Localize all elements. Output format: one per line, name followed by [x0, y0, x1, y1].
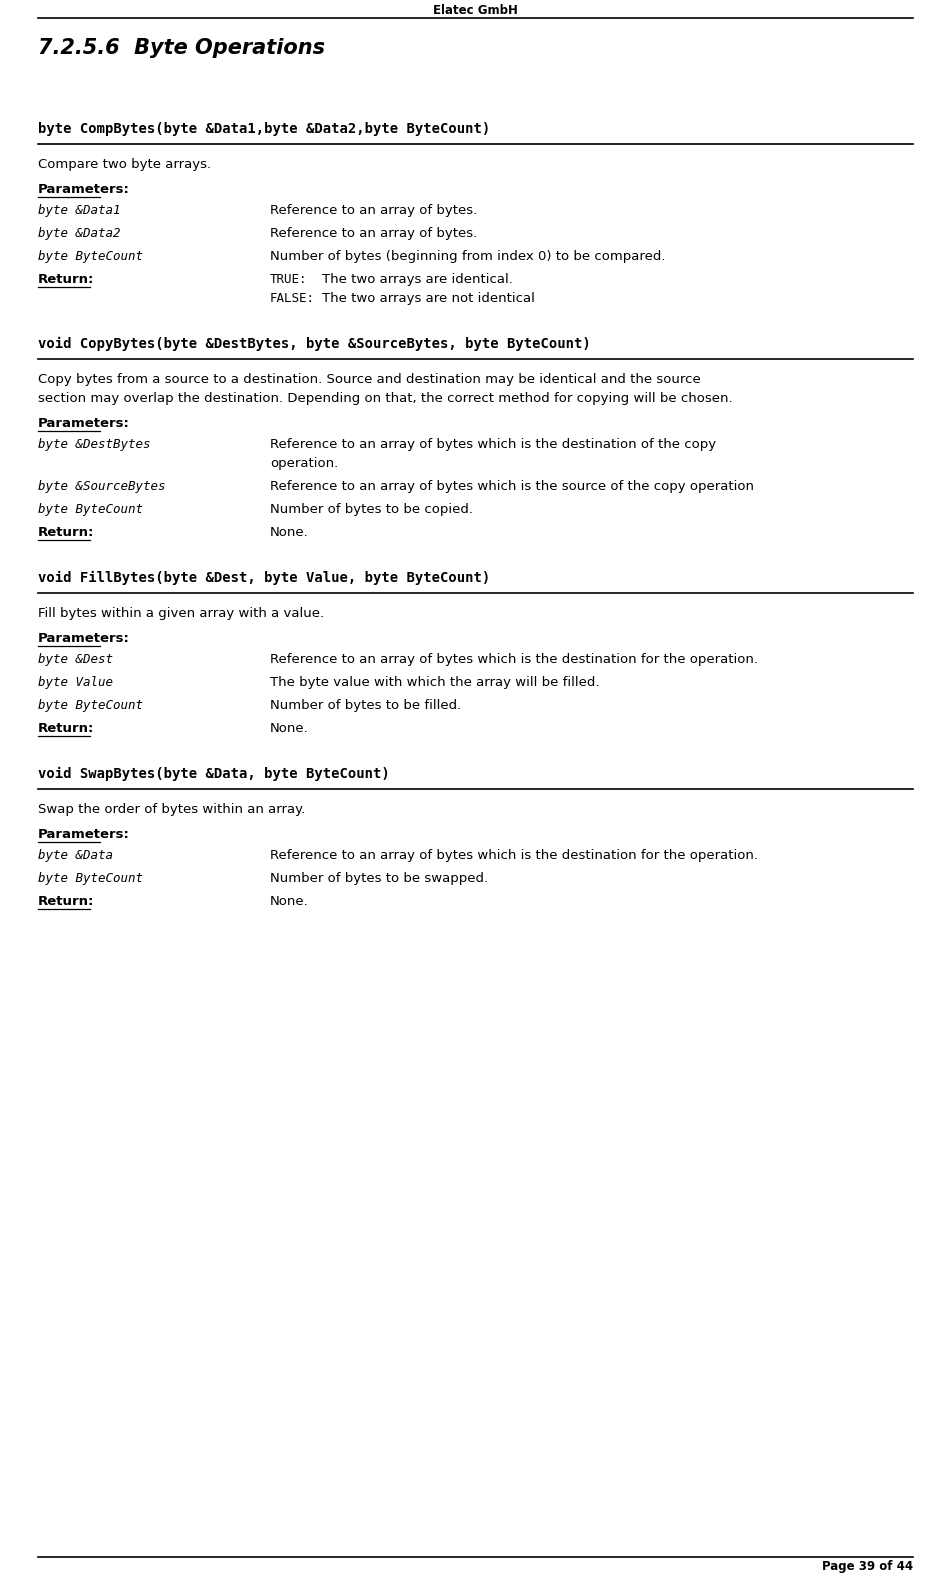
Text: Reference to an array of bytes which is the destination for the operation.: Reference to an array of bytes which is … — [270, 849, 758, 861]
Text: None.: None. — [270, 721, 309, 736]
Text: 7.2.5.6  Byte Operations: 7.2.5.6 Byte Operations — [38, 38, 325, 59]
Text: Reference to an array of bytes.: Reference to an array of bytes. — [270, 203, 477, 218]
Text: byte ByteCount: byte ByteCount — [38, 504, 143, 516]
Text: byte ByteCount: byte ByteCount — [38, 249, 143, 264]
Text: FALSE:: FALSE: — [270, 292, 315, 305]
Text: Return:: Return: — [38, 526, 94, 539]
Text: void SwapBytes(byte &Data, byte ByteCount): void SwapBytes(byte &Data, byte ByteCoun… — [38, 767, 390, 782]
Text: Page 39 of 44: Page 39 of 44 — [822, 1560, 913, 1573]
Text: Elatec GmbH: Elatec GmbH — [433, 5, 518, 17]
Text: TRUE:: TRUE: — [270, 273, 307, 286]
Text: Parameters:: Parameters: — [38, 416, 130, 431]
Text: Swap the order of bytes within an array.: Swap the order of bytes within an array. — [38, 802, 305, 817]
Text: Reference to an array of bytes which is the destination of the copy: Reference to an array of bytes which is … — [270, 439, 716, 451]
Text: operation.: operation. — [270, 458, 339, 470]
Text: byte &Data1: byte &Data1 — [38, 203, 121, 218]
Text: byte &Data2: byte &Data2 — [38, 227, 121, 240]
Text: Reference to an array of bytes which is the destination for the operation.: Reference to an array of bytes which is … — [270, 653, 758, 666]
Text: byte Value: byte Value — [38, 675, 113, 690]
Text: section may overlap the destination. Depending on that, the correct method for c: section may overlap the destination. Dep… — [38, 392, 732, 405]
Text: byte &Data: byte &Data — [38, 849, 113, 861]
Text: Compare two byte arrays.: Compare two byte arrays. — [38, 157, 211, 172]
Text: Fill bytes within a given array with a value.: Fill bytes within a given array with a v… — [38, 607, 324, 620]
Text: Return:: Return: — [38, 273, 94, 286]
Text: byte &Dest: byte &Dest — [38, 653, 113, 666]
Text: Copy bytes from a source to a destination. Source and destination may be identic: Copy bytes from a source to a destinatio… — [38, 373, 701, 386]
Text: Parameters:: Parameters: — [38, 183, 130, 195]
Text: byte &DestBytes: byte &DestBytes — [38, 439, 150, 451]
Text: Number of bytes to be copied.: Number of bytes to be copied. — [270, 504, 473, 516]
Text: byte ByteCount: byte ByteCount — [38, 699, 143, 712]
Text: The byte value with which the array will be filled.: The byte value with which the array will… — [270, 675, 599, 690]
Text: The two arrays are identical.: The two arrays are identical. — [322, 273, 513, 286]
Text: Number of bytes to be filled.: Number of bytes to be filled. — [270, 699, 461, 712]
Text: The two arrays are not identical: The two arrays are not identical — [322, 292, 534, 305]
Text: byte CompBytes(byte &Data1,byte &Data2,byte ByteCount): byte CompBytes(byte &Data1,byte &Data2,b… — [38, 122, 491, 137]
Text: Return:: Return: — [38, 895, 94, 907]
Text: Reference to an array of bytes.: Reference to an array of bytes. — [270, 227, 477, 240]
Text: None.: None. — [270, 895, 309, 907]
Text: Parameters:: Parameters: — [38, 828, 130, 841]
Text: None.: None. — [270, 526, 309, 539]
Text: Reference to an array of bytes which is the source of the copy operation: Reference to an array of bytes which is … — [270, 480, 754, 493]
Text: void CopyBytes(byte &DestBytes, byte &SourceBytes, byte ByteCount): void CopyBytes(byte &DestBytes, byte &So… — [38, 337, 591, 351]
Text: Number of bytes (beginning from index 0) to be compared.: Number of bytes (beginning from index 0)… — [270, 249, 666, 264]
Text: void FillBytes(byte &Dest, byte Value, byte ByteCount): void FillBytes(byte &Dest, byte Value, b… — [38, 570, 491, 585]
Text: Return:: Return: — [38, 721, 94, 736]
Text: Number of bytes to be swapped.: Number of bytes to be swapped. — [270, 872, 488, 885]
Text: byte &SourceBytes: byte &SourceBytes — [38, 480, 165, 493]
Text: Parameters:: Parameters: — [38, 632, 130, 645]
Text: byte ByteCount: byte ByteCount — [38, 872, 143, 885]
